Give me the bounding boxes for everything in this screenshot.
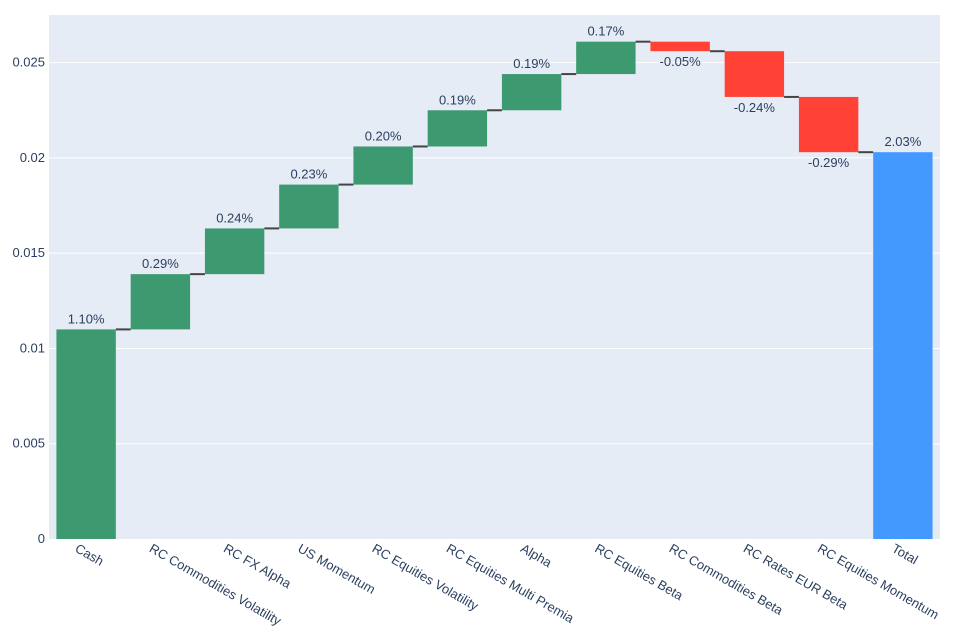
waterfall-bar — [724, 51, 785, 97]
x-tick-label: Cash — [73, 541, 107, 569]
x-tick-label: RC Commodities Volatility — [147, 541, 284, 629]
waterfall-bar — [204, 228, 265, 275]
x-tick-label: Alpha — [518, 541, 555, 571]
waterfall-bar — [427, 110, 488, 147]
y-axis: 0 0.005 0.01 0.015 0.02 0.025 — [12, 55, 45, 546]
x-tick-label: RC Equities Multi Premia — [444, 541, 577, 627]
y-tick-label: 0.025 — [12, 55, 45, 70]
bars — [56, 41, 933, 539]
y-tick-label: 0.005 — [12, 436, 45, 451]
data-label: 0.20% — [365, 128, 402, 143]
y-tick-label: 0.015 — [12, 245, 45, 260]
data-label: 0.17% — [587, 24, 624, 39]
data-label: 0.29% — [142, 256, 179, 271]
x-tick-label: US Momentum — [295, 541, 378, 597]
data-label: 1.10% — [68, 311, 105, 326]
data-label: -0.29% — [808, 155, 850, 170]
data-label: -0.05% — [660, 54, 702, 69]
data-label: 0.23% — [290, 167, 327, 182]
x-tick-label: Total — [889, 541, 920, 568]
x-tick-label: RC Equities Momentum — [815, 541, 941, 623]
y-tick-label: 0.01 — [20, 340, 45, 355]
waterfall-bar — [279, 184, 339, 229]
waterfall-bar — [501, 74, 562, 111]
waterfall-bar — [650, 41, 710, 52]
data-label: 2.03% — [884, 134, 921, 149]
data-label: 0.19% — [439, 92, 476, 107]
waterfall-bar — [576, 41, 636, 75]
grid-lines — [49, 62, 940, 445]
data-label: -0.24% — [734, 100, 776, 115]
data-labels: 1.10% 0.29% 0.24% 0.23% 0.20% 0.19% 0.19% 0.17%… — [68, 24, 922, 327]
waterfall-bar — [353, 146, 413, 185]
data-label: 0.19% — [513, 56, 550, 71]
data-label: 0.24% — [216, 210, 253, 225]
y-tick-label: 0.02 — [20, 150, 45, 165]
connectors — [115, 40, 874, 331]
waterfall-bar — [130, 274, 191, 330]
y-tick-label: 0 — [38, 531, 45, 546]
waterfall-bar — [873, 152, 933, 539]
x-tick-label: RC FX Alpha — [221, 541, 294, 592]
plot-background — [49, 15, 940, 539]
waterfall-bar — [56, 329, 116, 539]
waterfall-bar — [798, 96, 859, 153]
